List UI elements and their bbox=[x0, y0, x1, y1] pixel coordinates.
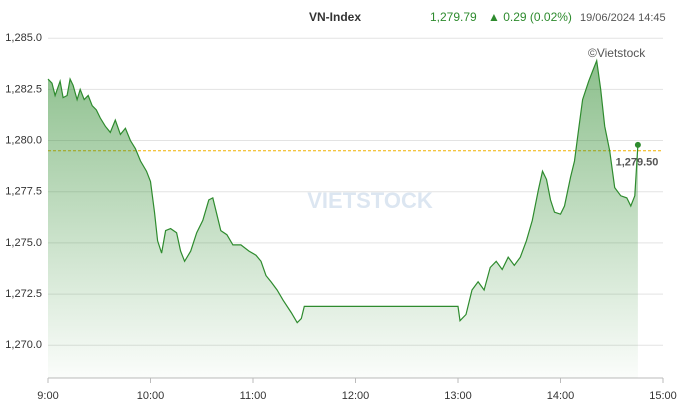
y-tick-label: 1,275.0 bbox=[5, 237, 42, 249]
x-tick-label: 10:00 bbox=[137, 390, 165, 402]
x-tick-label: 12:00 bbox=[342, 390, 370, 402]
timestamp: 19/06/2024 14:45 bbox=[580, 12, 666, 24]
reference-label: 1,279.50 bbox=[616, 157, 659, 169]
x-tick-label: 13:00 bbox=[444, 390, 472, 402]
y-tick-label: 1,282.5 bbox=[5, 83, 42, 95]
y-tick-label: 1,277.5 bbox=[5, 186, 42, 198]
chart-title: VN-Index bbox=[309, 10, 361, 24]
credit: ©Vietstock bbox=[588, 46, 646, 60]
x-tick-label: 11:00 bbox=[240, 390, 267, 402]
y-tick-label: 1,270.0 bbox=[5, 339, 42, 351]
change: ▲ 0.29 (0.02%) bbox=[488, 10, 572, 24]
x-tick-label: 9:00 bbox=[37, 390, 58, 402]
price-line bbox=[47, 58, 639, 324]
last-point bbox=[634, 141, 641, 148]
x-tick-label: 15:00 bbox=[649, 390, 677, 402]
last-value: 1,279.79 bbox=[430, 10, 477, 24]
y-tick-label: 1,272.5 bbox=[5, 288, 42, 300]
y-tick-label: 1,280.0 bbox=[5, 134, 42, 146]
x-tick-label: 14:00 bbox=[547, 390, 575, 402]
y-tick-label: 1,285.0 bbox=[5, 32, 42, 44]
area bbox=[48, 60, 638, 378]
